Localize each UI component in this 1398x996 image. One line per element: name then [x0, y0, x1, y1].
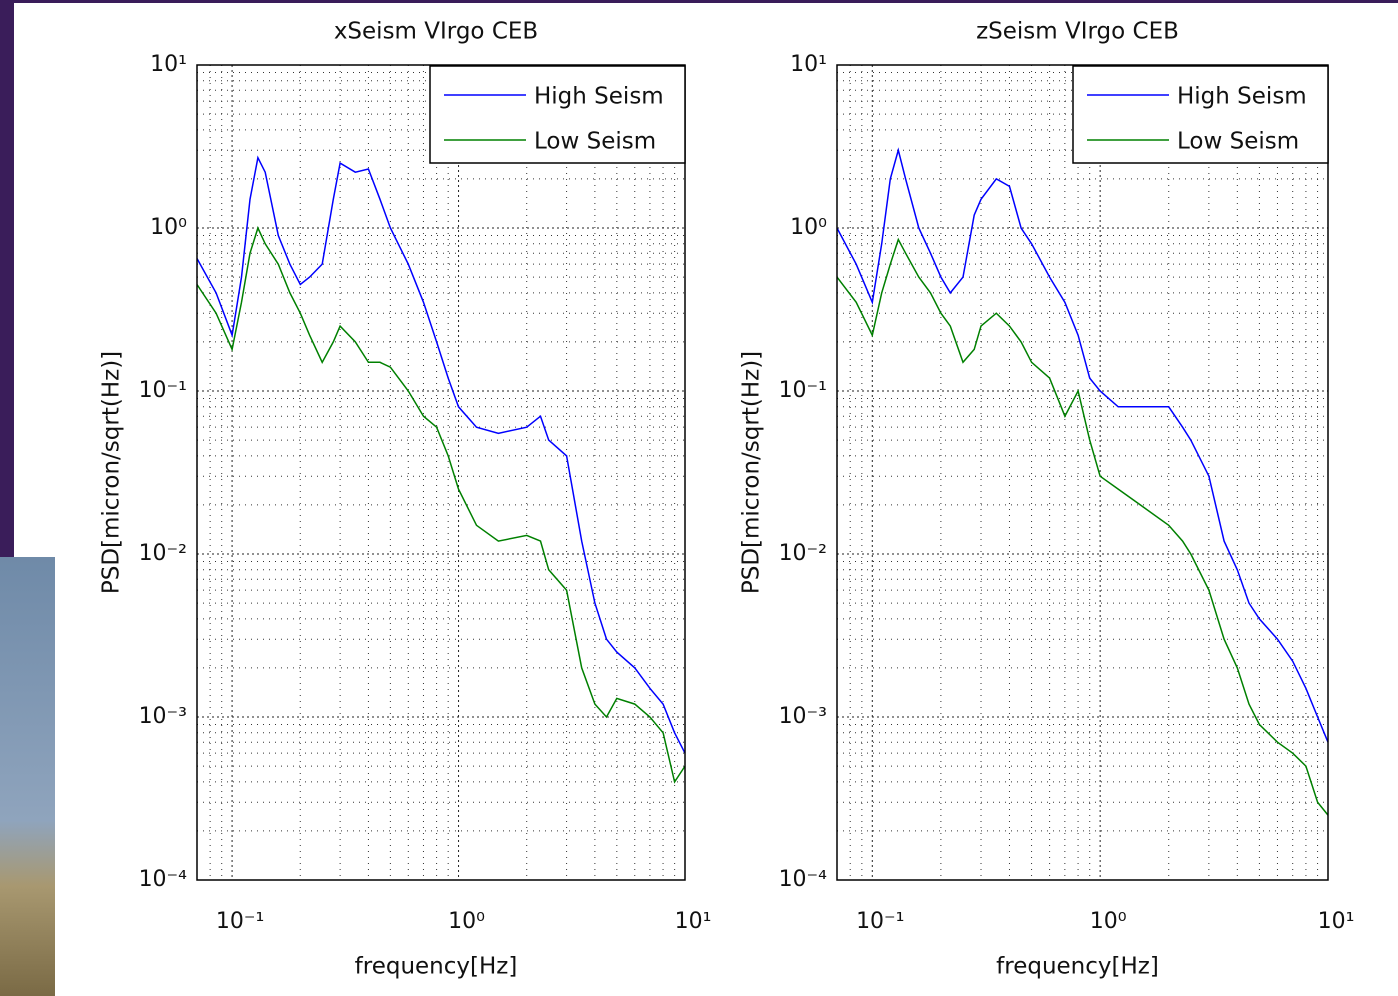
data-line — [196, 225, 686, 784]
x-tick-label: 10⁰ — [1090, 909, 1127, 934]
photo — [0, 557, 55, 996]
x-tick-label: 10⁻¹ — [216, 909, 264, 934]
x-tick-label: 10¹ — [675, 909, 712, 934]
x-tick-label: 10¹ — [1318, 909, 1355, 934]
data-line — [196, 155, 686, 754]
legend-label: Low Seism — [1177, 129, 1299, 155]
y-axis-label: PSD[micron/sqrt(Hz)] — [99, 351, 125, 594]
chart: 10⁻¹ 10⁰ 10¹ 10⁻⁴ 10⁻³ 10⁻² 10⁻¹ 10⁰ 10¹ xSeism V… — [99, 19, 712, 980]
y-tick-label: 10⁻³ — [139, 704, 187, 729]
legend — [429, 65, 686, 164]
x-tick-label: 10⁻¹ — [856, 909, 904, 934]
plot-frame — [836, 64, 1329, 881]
x-axis-label: frequency[Hz] — [355, 954, 518, 980]
y-tick-label: 10⁻³ — [779, 704, 827, 729]
chart: 10⁻¹ 10⁰ 10¹ 10⁻⁴ 10⁻³ 10⁻² 10⁻¹ 10⁰ 10¹ zSeism V… — [739, 19, 1355, 980]
x-axis-label: frequency[Hz] — [996, 954, 1159, 980]
y-tick-label: 10⁻¹ — [139, 378, 187, 403]
legend-label: High Seism — [1177, 84, 1307, 110]
legend — [1072, 65, 1329, 164]
y-tick-label: 10¹ — [150, 52, 187, 77]
data-line — [836, 237, 1329, 816]
data-line — [836, 147, 1329, 743]
chart-title: zSeism VIrgo CEB — [976, 19, 1179, 45]
y-tick-label: 10⁻² — [779, 541, 827, 566]
y-tick-label: 10⁰ — [790, 215, 827, 240]
y-tick-label: 10¹ — [790, 52, 827, 77]
legend-label: High Seism — [534, 84, 664, 110]
y-tick-label: 10⁻⁴ — [779, 867, 828, 892]
y-tick-label: 10⁻² — [139, 541, 187, 566]
plot-frame — [196, 64, 686, 881]
chart-title: xSeism VIrgo CEB — [334, 19, 538, 45]
y-tick-label: 10⁻⁴ — [139, 867, 188, 892]
y-tick-label: 10⁰ — [150, 215, 187, 240]
y-axis-label: PSD[micron/sqrt(Hz)] — [739, 351, 765, 594]
y-tick-label: 10⁻¹ — [779, 378, 827, 403]
x-tick-label: 10⁰ — [448, 909, 485, 934]
legend-label: Low Seism — [534, 129, 656, 155]
